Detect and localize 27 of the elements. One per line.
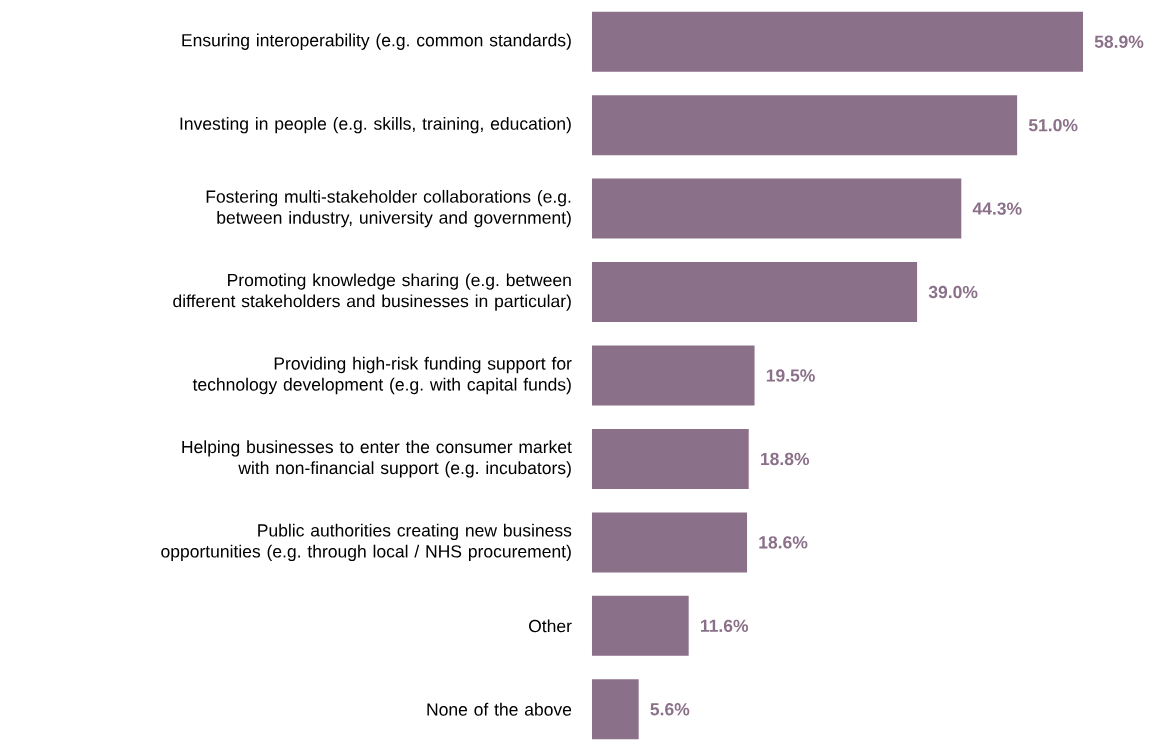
bar <box>591 345 755 406</box>
bar <box>591 679 639 740</box>
data-label: 5.6% <box>650 703 690 716</box>
y-tick-label: Fostering multi-stakeholder collaborations (e.g. between industry, university and government) <box>206 189 571 228</box>
y-tick-label: Promoting knowledge sharing (e.g. between different stakeholders and businesses in particular) <box>173 273 571 311</box>
data-label: 51.0% <box>1028 118 1078 132</box>
data-label: 11.6% <box>700 619 749 633</box>
y-tick-label: None of the above <box>427 702 572 716</box>
data-label: 44.3% <box>972 202 1022 215</box>
data-label: 39.0% <box>928 285 978 299</box>
y-tick-label: Other <box>529 619 572 633</box>
bar <box>591 595 689 656</box>
bar <box>591 262 918 323</box>
y-tick-label: Public authorities creating new business opportunities (e.g. through local / NHS procurement) <box>161 523 572 562</box>
bar <box>591 95 1018 156</box>
y-tick-label: Investing in people (e.g. skills, training, education) <box>180 117 571 134</box>
y-tick-label: Helping businesses to enter the consumer market with non-financial support (e.g. incubators) <box>182 440 572 478</box>
bar <box>591 178 962 239</box>
y-tick-label: Ensuring interoperability (e.g. common standards) <box>182 33 571 50</box>
data-label: 18.6% <box>759 536 808 549</box>
bar <box>591 512 748 573</box>
data-label: 19.5% <box>766 369 815 382</box>
y-tick-label: Providing high-risk funding support for technology development (e.g. with capital funds) <box>192 356 572 395</box>
bar <box>591 428 749 489</box>
data-label: 58.9% <box>1094 35 1144 48</box>
bar <box>591 11 1083 72</box>
data-label: 18.8% <box>761 452 810 466</box>
